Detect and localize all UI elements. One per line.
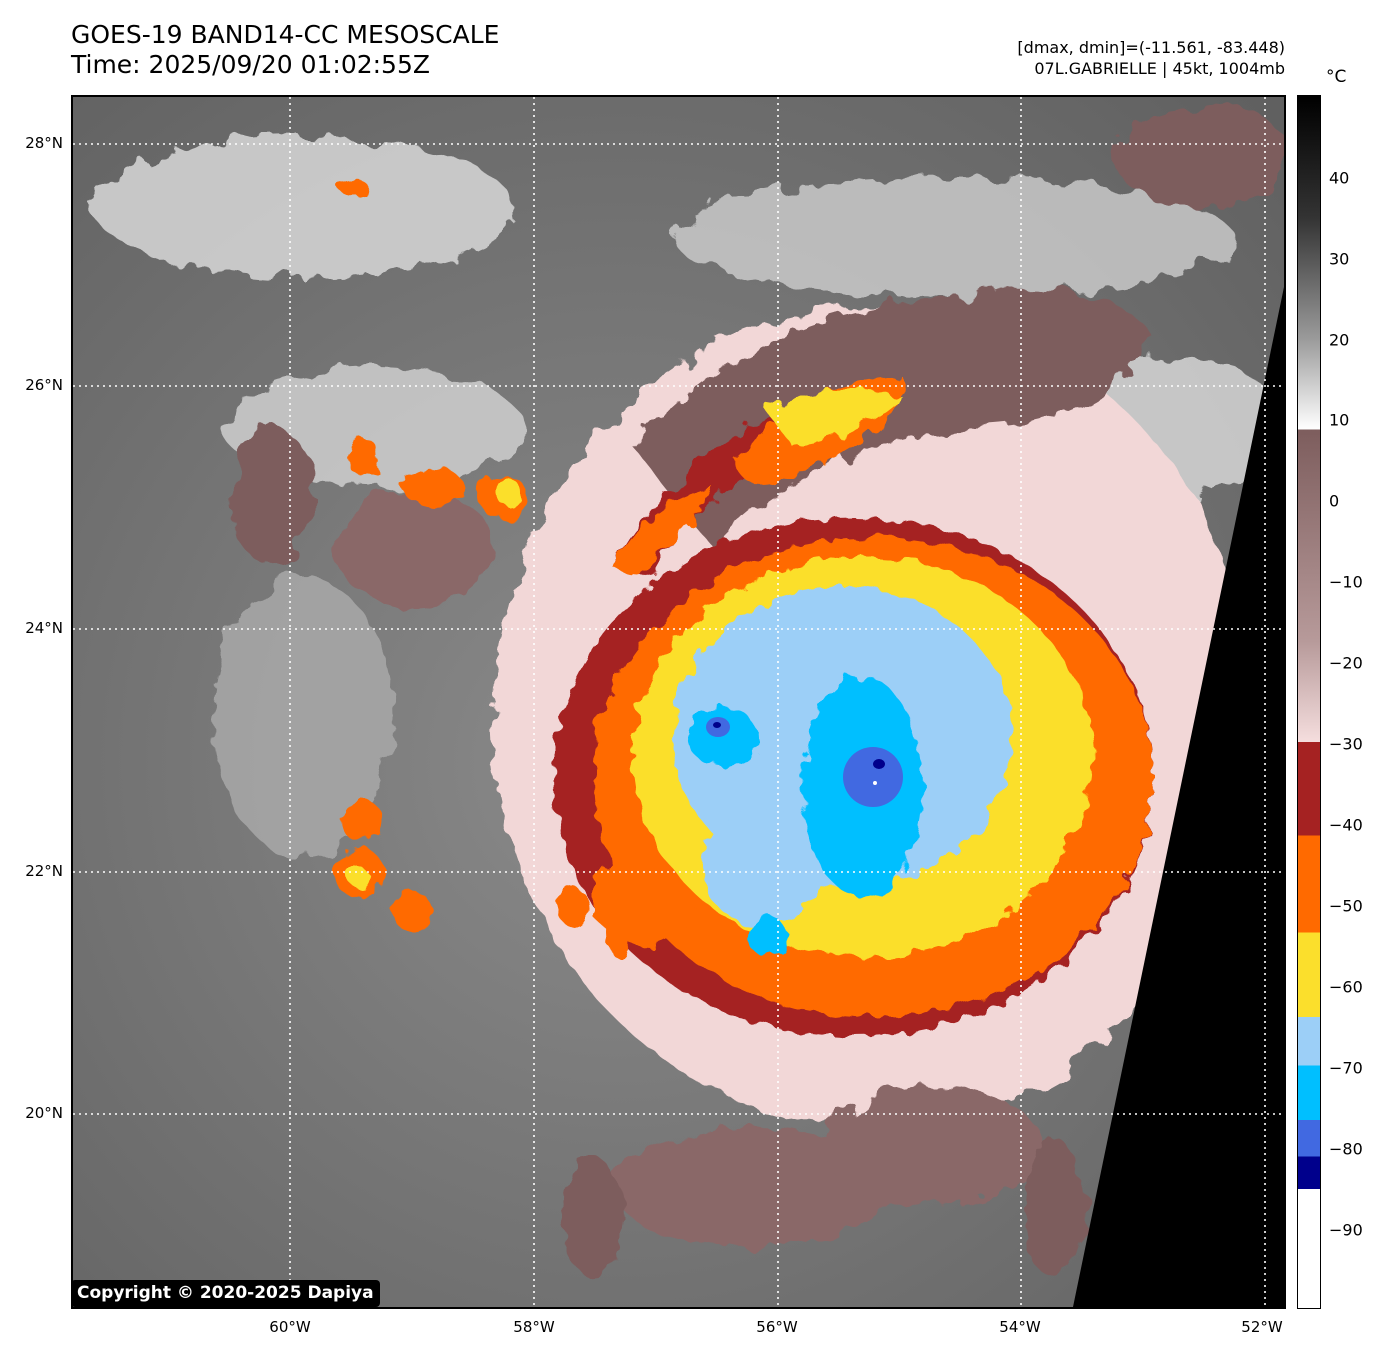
colorbar-tick: −60 — [1329, 977, 1363, 997]
plot-title: GOES-19 BAND14-CC MESOSCALE Time: 2025/0… — [71, 20, 499, 80]
range-text: [dmax, dmin]=(-11.561, -83.448) — [1017, 38, 1285, 57]
satellite-map[interactable] — [71, 95, 1286, 1309]
lat-label-24n: 24°N — [25, 619, 63, 637]
colorbar-tick: −10 — [1329, 572, 1363, 592]
colorbar-tick: −90 — [1329, 1220, 1363, 1240]
cold-core-deep — [706, 717, 903, 807]
lat-label-22n: 22°N — [25, 862, 63, 880]
satellite-imagery — [73, 97, 1284, 1307]
colorbar-tick: 40 — [1329, 168, 1350, 188]
product-title: GOES-19 BAND14-CC MESOSCALE — [71, 20, 500, 49]
lon-label-52w: 52°W — [1241, 1318, 1283, 1336]
colorbar-tick: −50 — [1329, 896, 1363, 916]
colorbar-tick: −30 — [1329, 734, 1363, 754]
storm-text: 07L.GABRIELLE | 45kt, 1004mb — [1034, 59, 1285, 78]
lat-label-20n: 20°N — [25, 1104, 63, 1122]
lon-label-60w: 60°W — [269, 1318, 311, 1336]
lon-label-58w: 58°W — [513, 1318, 555, 1336]
copyright-badge: Copyright © 2020-2025 Dapiya — [71, 1280, 380, 1307]
no-data-region — [1073, 287, 1284, 1307]
lon-label-54w: 54°W — [999, 1318, 1041, 1336]
lon-label-56w: 56°W — [756, 1318, 798, 1336]
temperature-colorbar — [1297, 95, 1321, 1309]
colorbar-tick: −80 — [1329, 1139, 1363, 1159]
lat-label-28n: 28°N — [25, 134, 63, 152]
colorbar-tick: 0 — [1329, 491, 1340, 511]
time-title: Time: 2025/09/20 01:02:55Z — [71, 50, 430, 79]
gridlines — [73, 97, 1284, 1307]
colorbar-tick: 20 — [1329, 330, 1350, 350]
lat-label-26n: 26°N — [25, 376, 63, 394]
colorbar-unit: °C — [1326, 67, 1347, 87]
colorbar-tick: −70 — [1329, 1058, 1363, 1078]
storm-info: [dmax, dmin]=(-11.561, -83.448) 07L.GABR… — [1017, 37, 1285, 79]
colorbar-tick: 10 — [1329, 410, 1350, 430]
colorbar-tick: −20 — [1329, 653, 1363, 673]
colorbar-tick: 30 — [1329, 249, 1350, 269]
colorbar-tick: −40 — [1329, 815, 1363, 835]
